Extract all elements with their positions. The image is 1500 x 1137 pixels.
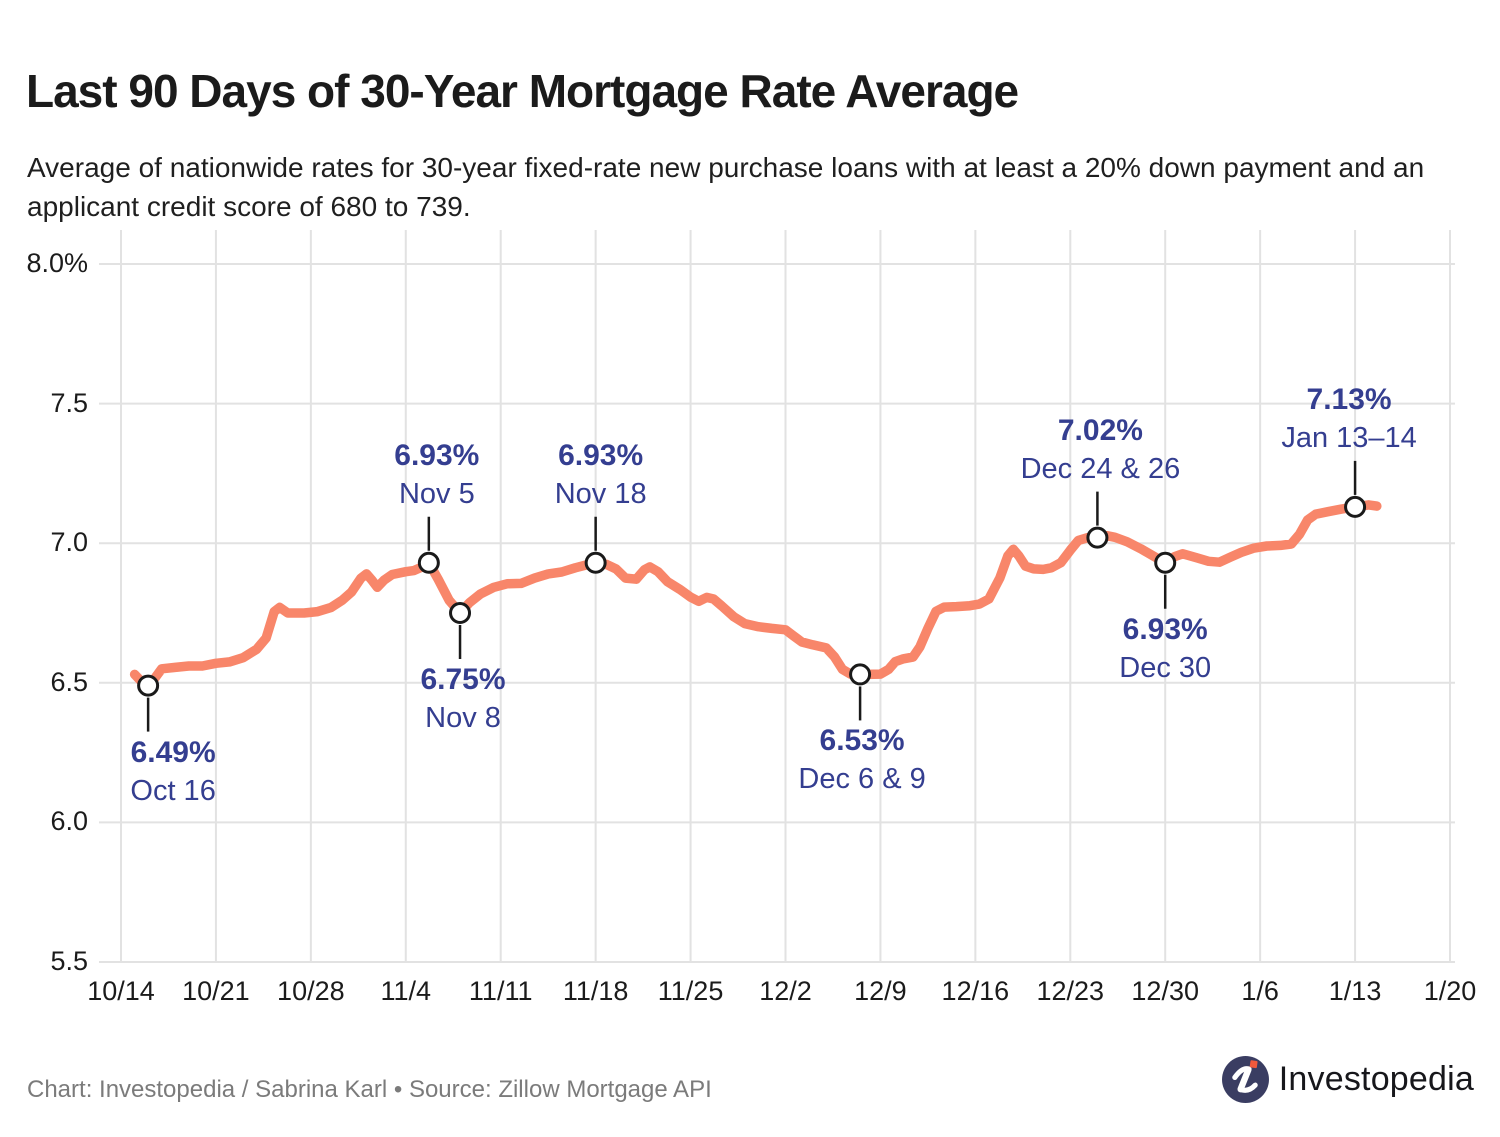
chart-credit: Chart: Investopedia / Sabrina Karl • Sou… — [27, 1076, 712, 1103]
chart-subtitle: Average of nationwide rates for 30-year … — [27, 152, 1425, 222]
annotation-marker — [1086, 526, 1109, 549]
annotation-marker — [417, 551, 440, 574]
page-title: Last 90 Days of 30-Year Mortgage Rate Av… — [26, 64, 1019, 117]
investopedia-logo-icon — [1221, 1055, 1269, 1103]
rate-line — [129, 500, 1382, 691]
investopedia-logo-text: Investopedia — [1278, 1059, 1474, 1098]
annotation-marker — [1344, 495, 1367, 518]
annotation-marker — [137, 674, 160, 697]
annotation-marker — [849, 663, 872, 686]
annotation-marker — [449, 602, 472, 624]
investopedia-logo: Investopedia — [1221, 1054, 1474, 1104]
annotation-marker — [1154, 551, 1177, 574]
annotation-marker — [584, 551, 607, 574]
